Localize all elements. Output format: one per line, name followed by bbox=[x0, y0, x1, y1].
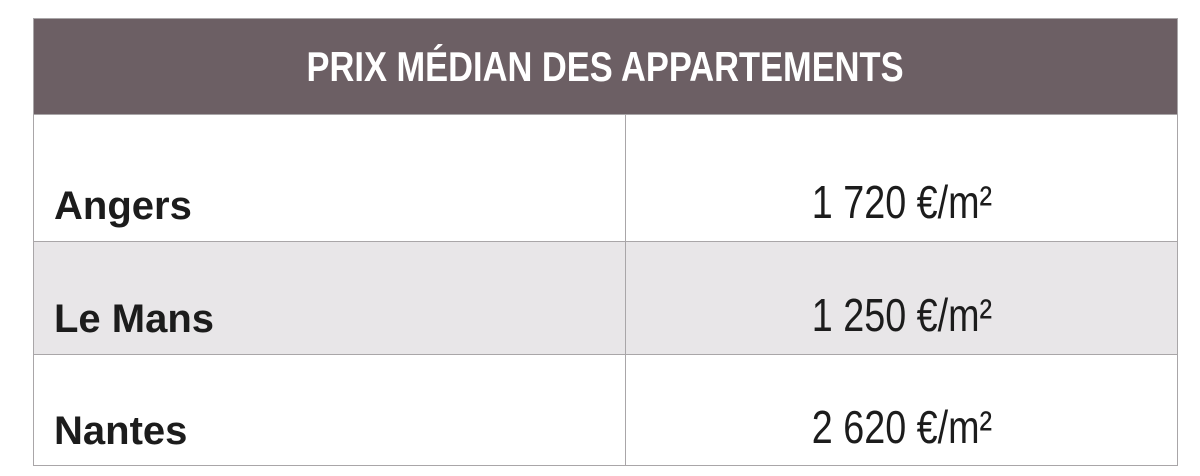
price-cell: 2 620 €/m² bbox=[625, 355, 1177, 466]
price: 2 620 €/m² bbox=[811, 401, 992, 453]
price-cell: 1 250 €/m² bbox=[625, 242, 1177, 354]
price-cell: 1 720 €/m² bbox=[625, 115, 1177, 241]
city-cell: Le Mans bbox=[54, 242, 624, 354]
city: Nantes bbox=[54, 409, 188, 453]
city: Le Mans bbox=[54, 297, 215, 341]
table-row: Le Mans 1 250 €/m² bbox=[34, 241, 1177, 354]
city-cell: Nantes bbox=[54, 355, 624, 466]
price-table: PRIX MÉDIAN DES APPARTEMENTS Angers 1 72… bbox=[33, 18, 1178, 466]
table-header: PRIX MÉDIAN DES APPARTEMENTS bbox=[34, 19, 1177, 114]
city-cell: Angers bbox=[54, 115, 624, 241]
price: 1 250 €/m² bbox=[811, 289, 992, 341]
city: Angers bbox=[54, 184, 192, 228]
table-title: PRIX MÉDIAN DES APPARTEMENTS bbox=[306, 42, 905, 90]
price: 1 720 €/m² bbox=[811, 176, 992, 228]
table-row: Angers 1 720 €/m² bbox=[34, 114, 1177, 241]
table-row: Nantes 2 620 €/m² bbox=[34, 354, 1177, 466]
